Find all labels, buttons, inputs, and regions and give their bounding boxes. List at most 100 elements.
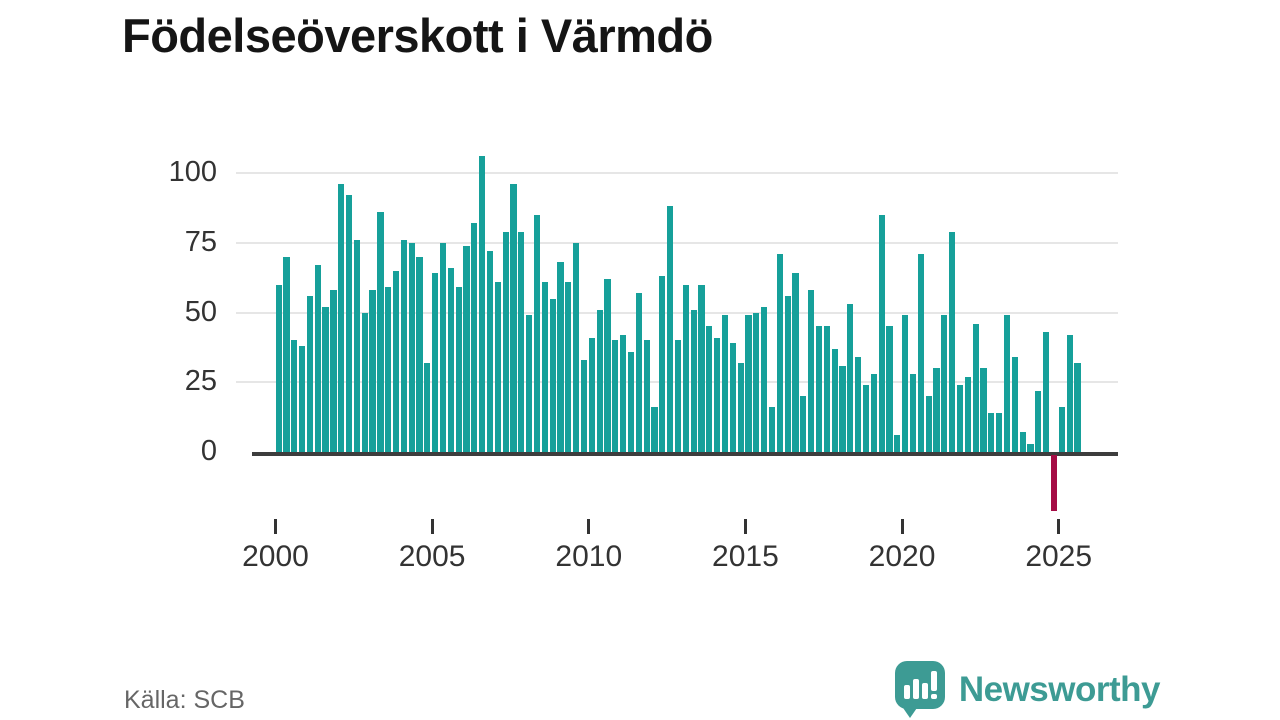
bar-quarter [361, 312, 368, 452]
bar-quarter [400, 239, 407, 452]
bar-quarter [651, 407, 658, 452]
bar-quarter [338, 184, 345, 452]
bar-quarter [306, 295, 313, 452]
bar-quarter [1011, 357, 1018, 452]
bar-quarter [1074, 362, 1081, 452]
bar-quarter [447, 267, 454, 452]
x-axis-tick-label: 2000 [242, 540, 309, 573]
bar-quarter [792, 273, 799, 452]
bar-quarter [988, 412, 995, 452]
bar-quarter [283, 256, 290, 452]
bar-quarter [886, 326, 893, 452]
bar-quarter [322, 306, 329, 452]
bar-quarter [604, 279, 611, 452]
logo-mini-bar-2 [912, 679, 919, 699]
x-axis-tick-2015 [743, 519, 747, 534]
bar-quarter [690, 309, 697, 452]
bar-quarter [996, 412, 1003, 452]
bar-quarter [839, 365, 846, 452]
x-axis-tick-label: 2010 [555, 540, 623, 573]
bar-quarter [588, 337, 595, 452]
bar-quarter [761, 306, 768, 452]
x-axis-tick-label: 2020 [868, 540, 936, 573]
bar-quarter [291, 340, 298, 452]
bar-quarter [479, 156, 486, 452]
bar-quarter [486, 251, 494, 452]
bar-quarter [682, 284, 689, 452]
bar-quarter [1066, 334, 1073, 452]
bar-quarter [612, 340, 619, 452]
bar-quarter [776, 253, 783, 452]
bar-quarter [847, 304, 854, 452]
bar-quarter [471, 223, 478, 452]
bar-quarter [314, 265, 321, 452]
bar-quarter [463, 245, 470, 452]
bar-quarter [745, 315, 752, 452]
bar-quarter [659, 276, 666, 452]
y-axis-tick-label: 50 [184, 295, 217, 328]
y-axis-tick-label: 100 [168, 156, 217, 188]
logo-mini-bar-1 [903, 685, 910, 699]
logo-exclamation-dot [930, 694, 937, 699]
x-axis-tick-2005 [430, 519, 434, 534]
bar-quarter [1043, 332, 1050, 452]
bar-quarter [580, 359, 588, 452]
bar-quarter [494, 281, 501, 452]
bar-quarter [385, 287, 392, 452]
bar-quarter [933, 368, 940, 452]
gridline-100 [236, 172, 1118, 174]
bar-quarter [729, 343, 736, 452]
bar-negative-quarter [1050, 455, 1058, 511]
bar-quarter [330, 290, 337, 452]
bar-quarter [737, 362, 744, 452]
source-note: Källa: SCB [124, 686, 245, 714]
x-axis-tick-2010 [587, 519, 591, 534]
x-axis-tick-label: 2015 [712, 540, 779, 573]
bar-quarter [439, 242, 447, 452]
bar-quarter [1019, 432, 1026, 452]
bar-quarter [573, 242, 580, 452]
bar-quarter [416, 256, 423, 452]
bar-quarter [455, 287, 462, 452]
chart-title: Födelseöverskott i Värmdö [122, 9, 713, 62]
bar-quarter [549, 298, 556, 452]
newsworthy-branding: Newsworthy [894, 660, 1161, 720]
y-axis-tick-label: 0 [200, 435, 217, 467]
bar-quarter [925, 396, 932, 452]
logo-speech-bubble [894, 661, 945, 709]
x-axis-line [252, 451, 1118, 456]
bar-quarter [345, 195, 353, 452]
bar-quarter [902, 315, 909, 452]
bar-quarter [917, 253, 924, 452]
bar-quarter [808, 290, 815, 452]
bar-quarter [674, 340, 682, 452]
logo-mini-bar-3 [921, 683, 928, 699]
bar-quarter [353, 239, 360, 452]
y-axis-tick-label: 25 [184, 365, 217, 398]
bar-quarter [831, 348, 838, 452]
bar-quarter [1035, 390, 1042, 452]
y-axis-tick-label: 75 [184, 225, 217, 258]
bar-quarter [706, 326, 713, 452]
bar-quarter [408, 242, 415, 452]
bar-quarter [275, 284, 282, 452]
bar-quarter [392, 270, 400, 452]
bar-quarter [526, 315, 533, 452]
bar-quarter [714, 337, 721, 452]
bar-quarter [956, 385, 964, 452]
bar-quarter [980, 368, 987, 452]
bar-quarter [432, 273, 439, 452]
bar-quarter [870, 373, 877, 452]
bar-quarter [768, 407, 776, 452]
x-axis-tick-2025 [1057, 519, 1061, 534]
bar-quarter [1003, 315, 1011, 452]
bar-quarter [753, 312, 760, 452]
bar-quarter [815, 326, 823, 452]
bar-quarter [1058, 407, 1065, 452]
bar-quarter [510, 184, 517, 452]
bar-quarter [627, 351, 635, 452]
bar-quarter [377, 212, 384, 452]
bar-quarter [972, 323, 979, 452]
bar-quarter [620, 334, 627, 452]
gridline-50 [236, 311, 1118, 314]
